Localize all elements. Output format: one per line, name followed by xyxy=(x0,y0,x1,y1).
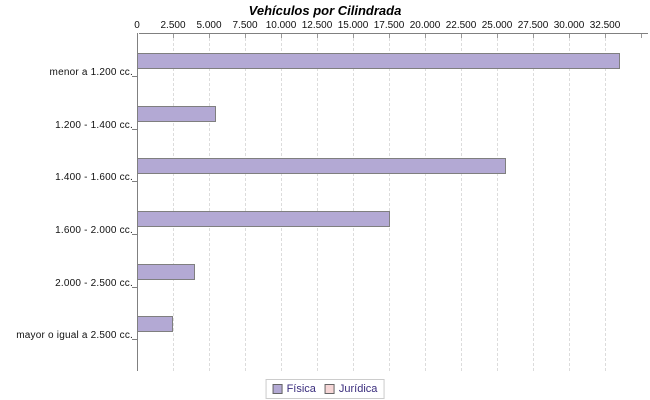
value-axis-tick xyxy=(389,34,390,38)
category-label: 1.200 - 1.400 cc. xyxy=(55,119,133,131)
value-axis-tick xyxy=(245,34,246,38)
value-axis-tick-label: 25.000 xyxy=(481,20,513,31)
value-axis-line xyxy=(139,33,648,34)
value-axis-tick-label: 27.500 xyxy=(517,20,549,31)
bar xyxy=(137,158,506,175)
value-axis-tick xyxy=(317,34,318,38)
legend-label: Física xyxy=(286,383,316,395)
gridline xyxy=(209,38,210,371)
gridline xyxy=(569,38,570,371)
legend-label: Jurídica xyxy=(338,383,378,395)
value-axis-tick xyxy=(533,34,534,38)
value-axis-tick-label: 0 xyxy=(134,20,140,31)
value-axis-tick xyxy=(173,34,174,38)
value-axis-tick xyxy=(497,34,498,38)
category-axis-tick xyxy=(132,76,137,77)
category-axis-tick xyxy=(132,181,137,183)
value-axis-tick-label: 5.000 xyxy=(196,20,222,31)
bar xyxy=(137,263,195,280)
legend-entry: Física xyxy=(272,383,316,395)
category-label: 2.000 - 2.500 cc. xyxy=(55,277,133,289)
value-axis-tick-label: 15.000 xyxy=(337,20,369,31)
value-axis-tick xyxy=(641,34,642,38)
category-label: 1.600 - 2.000 cc. xyxy=(55,224,133,236)
gridline xyxy=(389,38,390,371)
category-axis-tick xyxy=(132,233,137,235)
value-axis-tick xyxy=(425,34,426,38)
value-axis-tick xyxy=(569,34,570,38)
category-axis-line xyxy=(137,33,138,371)
value-axis-tick-label: 32.500 xyxy=(589,20,621,31)
bar xyxy=(137,210,390,227)
value-axis-tick-label: 20.000 xyxy=(409,20,441,31)
value-axis-tick-label: 7.500 xyxy=(232,20,258,31)
category-label: mayor o igual a 2.500 cc. xyxy=(16,330,133,342)
legend-entry: Jurídica xyxy=(324,383,378,395)
legend-swatch-icon xyxy=(272,384,283,394)
value-axis-tick-label: 17.500 xyxy=(373,20,405,31)
gridline xyxy=(425,38,426,371)
value-axis-tick-label: 10.000 xyxy=(265,20,297,31)
value-axis-tick xyxy=(461,34,462,38)
bar xyxy=(137,105,216,122)
category-label: 1.400 - 1.600 cc. xyxy=(55,172,133,184)
gridline xyxy=(497,38,498,371)
value-axis-tick xyxy=(353,34,354,38)
chart-title: Vehículos por Cilindrada xyxy=(248,3,402,18)
bar xyxy=(137,53,620,69)
value-axis-tick xyxy=(605,34,606,38)
value-axis-tick-label: 12.500 xyxy=(301,20,333,31)
gridline xyxy=(605,38,606,371)
category-axis-tick xyxy=(132,286,137,288)
gridline xyxy=(533,38,534,371)
gridline xyxy=(353,38,354,371)
value-axis-tick-label: 30.000 xyxy=(553,20,585,31)
gridline xyxy=(317,38,318,371)
value-axis-tick-label: 22.500 xyxy=(445,20,477,31)
gridline xyxy=(461,38,462,371)
value-axis-tick-label: 2.500 xyxy=(160,20,186,31)
legend: Física Jurídica xyxy=(265,379,385,399)
gridline xyxy=(173,38,174,371)
category-axis-tick xyxy=(132,339,137,341)
category-label: menor a 1.200 cc. xyxy=(49,67,133,78)
category-axis-tick xyxy=(132,128,137,130)
legend-swatch-icon xyxy=(324,384,335,394)
gridline xyxy=(245,38,246,371)
bar xyxy=(137,316,173,333)
value-axis-tick xyxy=(281,34,282,38)
gridline xyxy=(281,38,282,371)
value-axis-tick xyxy=(209,34,210,38)
